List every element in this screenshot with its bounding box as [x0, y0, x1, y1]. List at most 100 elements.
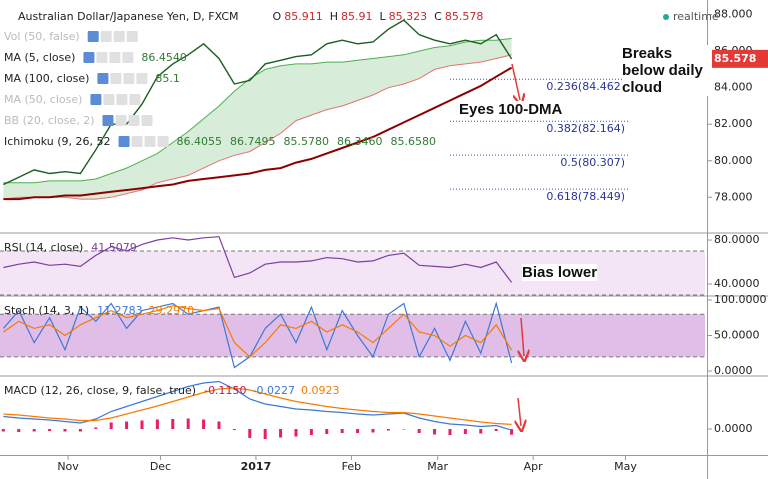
last-price-label: 85.578 — [714, 52, 756, 65]
histogram-bar — [371, 429, 375, 433]
histogram-bar — [78, 429, 82, 432]
last-price-badge — [708, 49, 768, 68]
histogram-bar — [309, 429, 313, 435]
band — [0, 251, 705, 295]
y-tick-label: 80.0000 — [714, 233, 760, 246]
y-tick-label: 40.0000 — [714, 277, 760, 290]
fib-label: 0.382(82.164) — [546, 122, 625, 135]
series-line — [2, 301, 513, 369]
indicator-button[interactable] — [115, 115, 127, 126]
indicator-button[interactable] — [123, 73, 135, 84]
series-line — [3, 236, 513, 283]
histogram-bar — [17, 429, 21, 432]
indicator-value: 86.4540 — [141, 51, 187, 64]
indicator-button[interactable] — [103, 94, 115, 105]
y-tick-label: 88.000 — [714, 8, 753, 21]
indicator-button[interactable] — [100, 31, 112, 42]
histogram-bar — [356, 429, 360, 433]
indicator-name: Ichimoku (9, 26, 52 — [4, 135, 111, 148]
x-tick-label: Apr — [524, 460, 544, 473]
indicator-name: MA (100, close) — [4, 72, 89, 85]
indicator-button[interactable] — [129, 94, 141, 105]
indicator-button[interactable] — [136, 73, 148, 84]
indicator-button[interactable] — [118, 136, 130, 147]
ohlc-label: L — [380, 10, 387, 23]
cloud-upper — [3, 37, 512, 184]
ohlc-value: 85.578 — [445, 10, 484, 23]
histogram-bar — [1, 429, 5, 432]
price-line — [3, 19, 513, 186]
indicator-button[interactable] — [141, 115, 153, 126]
indicator-button[interactable] — [83, 52, 95, 63]
histogram-bar — [263, 429, 267, 439]
histogram-bar — [479, 429, 483, 434]
indicator-button[interactable] — [128, 115, 140, 126]
realtime-dot — [663, 14, 669, 20]
histogram-bar — [294, 429, 298, 437]
indicator-value: 11.2783 — [97, 304, 143, 317]
histogram-bar — [386, 429, 390, 431]
y-tick-label: 0.0000 — [714, 422, 753, 435]
histogram-bar — [155, 419, 159, 429]
histogram-bar — [232, 429, 236, 430]
ohlc-value: 85.911 — [284, 10, 323, 23]
indicator-button[interactable] — [126, 31, 138, 42]
indicator-button[interactable] — [96, 52, 108, 63]
indicator-name: BB (20, close, 2) — [4, 114, 95, 127]
band — [0, 314, 705, 357]
series-line — [3, 66, 513, 201]
chart-title: Australian Dollar/Japanese Yen, D, FXCM — [18, 10, 239, 23]
realtime-status: realtime — [673, 10, 719, 23]
x-tick-label: 2017 — [241, 460, 272, 473]
ohlc-value: 85.91 — [341, 10, 373, 23]
fib-label: 0.618(78.449) — [546, 190, 625, 203]
indicator-button[interactable] — [87, 31, 99, 42]
histogram-bar — [48, 429, 52, 431]
histogram-bar — [186, 418, 190, 429]
x-tick-label: Dec — [150, 460, 171, 473]
histogram-bar — [125, 421, 129, 429]
indicator-value: 86.7495 — [230, 135, 276, 148]
histogram-bar — [433, 429, 437, 435]
indicator-button[interactable] — [109, 52, 121, 63]
ohlc-value: 85.323 — [389, 10, 428, 23]
arrows — [511, 63, 524, 426]
histogram-bar — [494, 429, 498, 431]
indicator-button[interactable] — [97, 73, 109, 84]
histogram-bar — [340, 429, 344, 433]
indicator-name: MA (50, close) — [4, 93, 82, 106]
histogram-bar — [202, 419, 206, 429]
indicator-button[interactable] — [131, 136, 143, 147]
histogram-bar — [279, 429, 283, 438]
indicator-button[interactable] — [116, 94, 128, 105]
indicator-button[interactable] — [157, 136, 169, 147]
histogram-bar — [463, 429, 467, 434]
ohlc-label: O — [273, 10, 282, 23]
indicator-button[interactable] — [113, 31, 125, 42]
indicator-button[interactable] — [122, 52, 134, 63]
indicator-name: MA (5, close) — [4, 51, 75, 64]
indicator-value: 41.5079 — [91, 241, 137, 254]
cloud-lower — [3, 54, 512, 200]
histogram-bar — [63, 429, 67, 432]
y-tick-label: 78.000 — [714, 190, 753, 203]
indicator-value: 85.5780 — [284, 135, 330, 148]
ohlc-label: C — [434, 10, 442, 23]
indicator-button[interactable] — [102, 115, 114, 126]
x-tick-label: Feb — [342, 460, 361, 473]
indicator-button[interactable] — [144, 136, 156, 147]
indicator-value: -0.0227 — [253, 384, 295, 397]
indicator-value: 0.0923 — [301, 384, 340, 397]
annotation: Eyes 100-DMA — [459, 101, 563, 118]
fib-label: 0.5(80.307) — [560, 156, 625, 169]
histogram-bar — [248, 429, 252, 438]
indicator-button[interactable] — [110, 73, 122, 84]
indicator-value: 85.6580 — [391, 135, 437, 148]
histogram-bar — [217, 421, 221, 429]
indicator-name: MACD (12, 26, close, 9, false, true) — [4, 384, 196, 397]
indicator-value: 85.1 — [155, 72, 180, 85]
indicator-value: 86.3460 — [337, 135, 383, 148]
indicator-button[interactable] — [90, 94, 102, 105]
annotation: Bias lower — [522, 264, 598, 281]
